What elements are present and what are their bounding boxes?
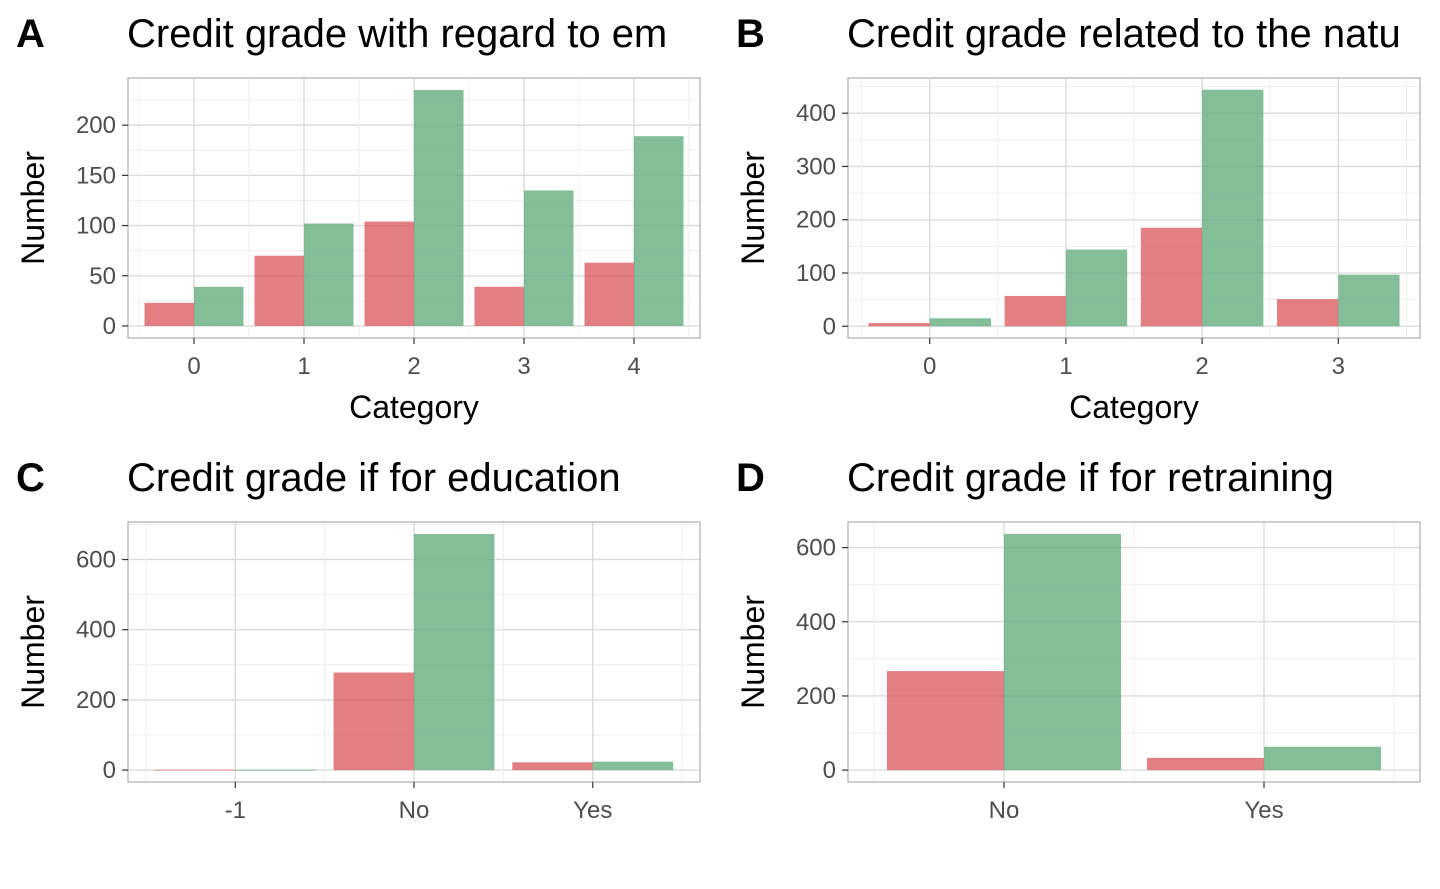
y-tick-label: 0 [103, 313, 116, 340]
panel-tag: C [16, 456, 45, 500]
y-tick-label: 600 [796, 535, 836, 562]
bar-series-1 [887, 671, 1004, 771]
x-tick-label: 0 [187, 353, 200, 380]
x-tick-label: 0 [923, 353, 936, 380]
bar-series-1 [144, 302, 194, 326]
chart-title: Credit grade if for education [127, 456, 621, 500]
bar-series-1 [474, 286, 524, 326]
bar-chart-a: 0 50 100 150 200 0 1 2 3 4 Category Number [15, 77, 701, 425]
bar-series-2 [235, 769, 316, 771]
y-tick-label: 100 [796, 260, 836, 287]
chart-title: Credit grade if for retraining [847, 456, 1334, 500]
bar-chart-d: 0 200 400 600 No Yes Number [735, 521, 1421, 824]
x-tick-label: 4 [627, 353, 640, 380]
y-tick-label: 0 [823, 313, 836, 340]
bar-series-2 [1202, 89, 1264, 327]
bar-series-1 [333, 672, 414, 771]
bar-series-1 [1277, 299, 1339, 327]
y-tick-label: 600 [76, 547, 116, 574]
chart-panel-b: B Credit grade related to the natu 0 100 2… [720, 0, 1440, 444]
bar-chart-c: 0 200 400 600 -1 No Yes Number [15, 521, 701, 824]
bar-series-1 [1004, 295, 1066, 327]
bar-series-1 [1140, 227, 1203, 327]
y-tick-label: 300 [796, 153, 836, 180]
y-tick-label: 50 [89, 263, 116, 290]
x-tick-label: 3 [1332, 353, 1345, 380]
plot-border [847, 521, 1421, 783]
bar-series-2 [1004, 533, 1121, 771]
y-tick-label: 100 [76, 213, 116, 240]
y-tick-label: 400 [796, 609, 836, 636]
bar-series-2 [304, 223, 354, 326]
bar-series-2 [524, 190, 574, 326]
y-axis-title: Number [735, 151, 771, 265]
y-tick-label: 150 [76, 162, 116, 189]
x-tick-label: 2 [1195, 353, 1208, 380]
bar-series-2 [1264, 746, 1381, 771]
y-tick-label: 200 [76, 687, 116, 714]
bar-series-1 [868, 323, 930, 327]
panel-tag: D [736, 456, 765, 500]
x-tick-label: 1 [297, 353, 310, 380]
panel-tag: A [16, 12, 45, 56]
chart-panel-c: C Credit grade if for education 0 200 400 6… [0, 444, 720, 888]
y-tick-label: 200 [796, 683, 836, 710]
bar-series-1 [1147, 757, 1264, 771]
bar-series-1 [584, 262, 634, 326]
x-tick-label: No [989, 797, 1020, 824]
bar-series-2 [1338, 274, 1400, 327]
bar-series-1 [512, 762, 593, 771]
x-tick-label: 3 [517, 353, 530, 380]
plot-border [847, 77, 1421, 339]
x-axis-title: Category [349, 389, 479, 425]
bar-series-2 [1065, 249, 1128, 327]
bar-chart-b: 0 100 200 300 400 0 1 2 3 Category Number [735, 77, 1421, 425]
y-axis-title: Number [735, 595, 771, 709]
bar-series-2 [592, 761, 674, 771]
x-tick-label: 2 [407, 353, 420, 380]
x-tick-label: -1 [225, 797, 246, 824]
chart-title: Credit grade with regard to em [127, 12, 668, 56]
chart-panel-d: D Credit grade if for retraining 0 200 400… [720, 444, 1440, 888]
y-axis-title: Number [15, 151, 51, 265]
chart-panel-a: A Credit grade with regard to em 0 50 100 1… [0, 0, 720, 444]
y-tick-label: 400 [76, 617, 116, 644]
y-tick-label: 200 [76, 112, 116, 139]
y-tick-label: 200 [796, 207, 836, 234]
y-axis-title: Number [15, 595, 51, 709]
bar-series-2 [929, 318, 991, 327]
bar-series-2 [194, 286, 244, 326]
x-tick-label: Yes [573, 797, 612, 824]
chart-title: Credit grade related to the natu [847, 12, 1401, 56]
y-tick-label: 400 [796, 100, 836, 127]
bar-series-1 [154, 769, 236, 771]
bar-series-2 [414, 533, 495, 771]
x-axis-title: Category [1069, 389, 1199, 425]
grid [848, 78, 1420, 338]
x-tick-label: No [399, 797, 430, 824]
grid [848, 522, 1420, 782]
y-tick-label: 0 [823, 757, 836, 784]
bar-series-2 [634, 136, 684, 326]
y-tick-label: 0 [103, 757, 116, 784]
x-tick-label: 1 [1059, 353, 1072, 380]
x-tick-label: Yes [1244, 797, 1283, 824]
bar-series-1 [254, 255, 304, 326]
panel-tag: B [736, 12, 765, 56]
bar-series-2 [414, 90, 464, 326]
bar-series-1 [364, 221, 414, 326]
